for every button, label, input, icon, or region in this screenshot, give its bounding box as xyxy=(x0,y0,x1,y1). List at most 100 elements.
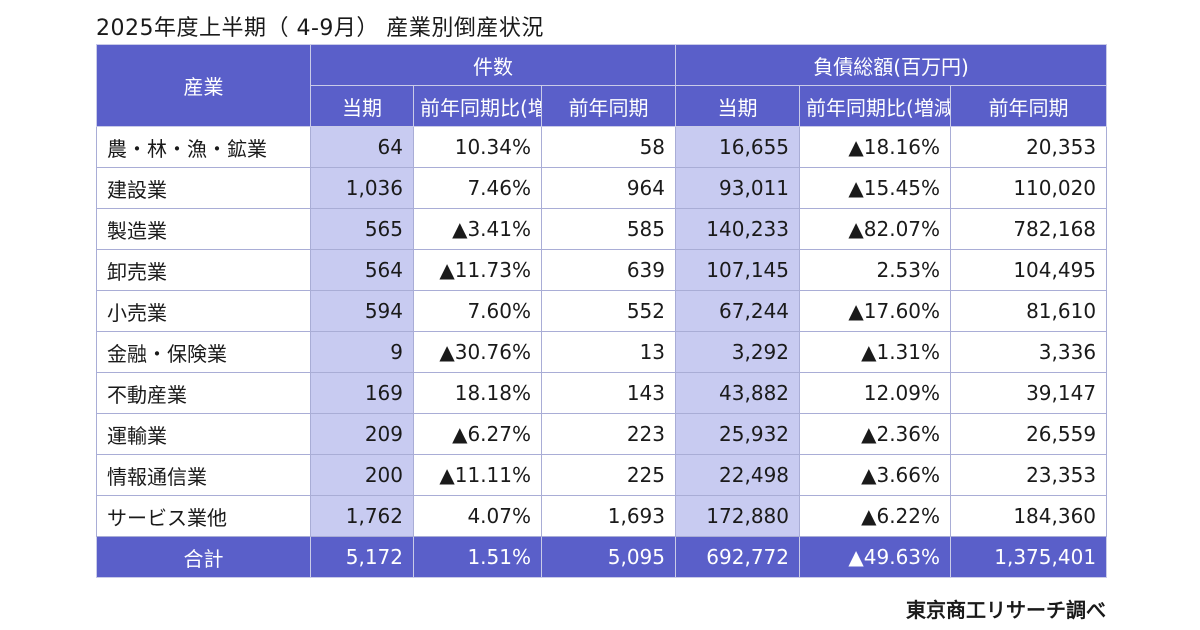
debt-prev: 782,168 xyxy=(950,208,1108,250)
count-yoy: 18.18% xyxy=(413,372,542,414)
count-yoy: 7.60% xyxy=(413,290,542,332)
table-row: 情報通信業 200 ▲11.11% 225 22,498 ▲3.66% 23,353 xyxy=(96,454,1108,496)
count-prev: 639 xyxy=(540,249,677,291)
debt-current: 172,880 xyxy=(675,495,801,537)
debt-prev: 39,147 xyxy=(950,372,1108,414)
count-yoy: 4.07% xyxy=(413,495,542,537)
industry-name: サービス業他 xyxy=(96,495,311,537)
count-current: 565 xyxy=(310,208,414,250)
table-footer: 合計 5,172 1.51% 5,095 692,772 ▲49.63% 1,3… xyxy=(96,536,1108,578)
count-prev: 1,693 xyxy=(540,495,677,537)
industry-name: 不動産業 xyxy=(96,372,311,414)
table-title: 2025年度上半期（ 4-9月） 産業別倒産状況 xyxy=(96,16,544,41)
debt-prev: 81,610 xyxy=(950,290,1108,332)
debt-yoy: ▲17.60% xyxy=(799,290,952,332)
industry-name: 卸売業 xyxy=(96,249,311,291)
header-debt-prev: 前年同期 xyxy=(950,85,1108,127)
debt-current: 3,292 xyxy=(675,331,801,373)
count-current: 594 xyxy=(310,290,414,332)
total-count-yoy: 1.51% xyxy=(413,536,542,578)
header-count-current: 当期 xyxy=(310,85,414,127)
debt-current: 43,882 xyxy=(675,372,801,414)
total-label: 合計 xyxy=(96,536,311,578)
table-row: 製造業 565 ▲3.41% 585 140,233 ▲82.07% 782,168 xyxy=(96,208,1108,250)
debt-yoy: 2.53% xyxy=(799,249,952,291)
count-current: 64 xyxy=(310,126,414,168)
table-body: 農・林・漁・鉱業 64 10.34% 58 16,655 ▲18.16% 20,353 建設業… xyxy=(96,126,1108,537)
source-credit: 東京商工リサーチ調べ xyxy=(906,598,1106,622)
count-prev: 13 xyxy=(540,331,677,373)
count-yoy: ▲11.73% xyxy=(413,249,542,291)
industry-name: 農・林・漁・鉱業 xyxy=(96,126,311,168)
header-count-prev: 前年同期 xyxy=(540,85,677,127)
count-yoy: 7.46% xyxy=(413,167,542,209)
table-row: 農・林・漁・鉱業 64 10.34% 58 16,655 ▲18.16% 20,353 xyxy=(96,126,1108,168)
total-debt: 692,772 xyxy=(675,536,801,578)
debt-current: 107,145 xyxy=(675,249,801,291)
debt-yoy: ▲18.16% xyxy=(799,126,952,168)
table-row: 不動産業 169 18.18% 143 43,882 12.09% 39,147 xyxy=(96,372,1108,414)
total-count: 5,172 xyxy=(310,536,414,578)
count-prev: 552 xyxy=(540,290,677,332)
debt-current: 93,011 xyxy=(675,167,801,209)
count-yoy: ▲3.41% xyxy=(413,208,542,250)
count-prev: 585 xyxy=(540,208,677,250)
table-row: 建設業 1,036 7.46% 964 93,011 ▲15.45% 110,020 xyxy=(96,167,1108,209)
debt-yoy: ▲2.36% xyxy=(799,413,952,455)
industry-name: 運輸業 xyxy=(96,413,311,455)
count-prev: 223 xyxy=(540,413,677,455)
table-row: 運輸業 209 ▲6.27% 223 25,932 ▲2.36% 26,559 xyxy=(96,413,1108,455)
industry-name: 建設業 xyxy=(96,167,311,209)
debt-current: 16,655 xyxy=(675,126,801,168)
count-prev: 964 xyxy=(540,167,677,209)
count-current: 1,036 xyxy=(310,167,414,209)
table-row: 小売業 594 7.60% 552 67,244 ▲17.60% 81,610 xyxy=(96,290,1108,332)
total-debt-prev: 1,375,401 xyxy=(950,536,1108,578)
count-yoy: ▲6.27% xyxy=(413,413,542,455)
industry-name: 情報通信業 xyxy=(96,454,311,496)
header-count-group: 件数 xyxy=(309,44,677,86)
header-debt-yoy: 前年同期比(増減率) xyxy=(799,85,952,127)
count-current: 200 xyxy=(310,454,414,496)
count-yoy: ▲30.76% xyxy=(413,331,542,373)
total-debt-yoy: ▲49.63% xyxy=(799,536,952,578)
debt-yoy: 12.09% xyxy=(799,372,952,414)
debt-current: 67,244 xyxy=(675,290,801,332)
industry-name: 金融・保険業 xyxy=(96,331,311,373)
debt-prev: 26,559 xyxy=(950,413,1108,455)
total-count-prev: 5,095 xyxy=(540,536,677,578)
debt-yoy: ▲1.31% xyxy=(799,331,952,373)
debt-yoy: ▲15.45% xyxy=(799,167,952,209)
table-row: サービス業他 1,762 4.07% 1,693 172,880 ▲6.22% 184,36… xyxy=(96,495,1108,537)
count-current: 209 xyxy=(310,413,414,455)
debt-prev: 20,353 xyxy=(950,126,1108,168)
count-current: 1,762 xyxy=(310,495,414,537)
header-debt-group: 負債総額(百万円) xyxy=(675,44,1108,86)
industry-name: 製造業 xyxy=(96,208,311,250)
count-current: 169 xyxy=(310,372,414,414)
count-prev: 143 xyxy=(540,372,677,414)
debt-yoy: ▲6.22% xyxy=(799,495,952,537)
count-yoy: ▲11.11% xyxy=(413,454,542,496)
debt-prev: 184,360 xyxy=(950,495,1108,537)
header-row-groups: 産業 件数 負債総額(百万円) xyxy=(96,44,1108,127)
table-row: 金融・保険業 9 ▲30.76% 13 3,292 ▲1.31% 3,336 xyxy=(96,331,1108,373)
bankruptcy-by-industry-table: 産業 件数 負債総額(百万円) 当期 前年同期比(増減率) 前年同期 当期 前年… xyxy=(96,44,1108,578)
debt-current: 25,932 xyxy=(675,413,801,455)
count-current: 9 xyxy=(310,331,414,373)
total-row: 合計 5,172 1.51% 5,095 692,772 ▲49.63% 1,3… xyxy=(96,536,1108,578)
table-header: 産業 件数 負債総額(百万円) 当期 前年同期比(増減率) 前年同期 当期 前年… xyxy=(96,44,1108,127)
debt-prev: 23,353 xyxy=(950,454,1108,496)
table-row: 卸売業 564 ▲11.73% 639 107,145 2.53% 104,495 xyxy=(96,249,1108,291)
industry-name: 小売業 xyxy=(96,290,311,332)
debt-prev: 3,336 xyxy=(950,331,1108,373)
header-count-yoy: 前年同期比(増減率) xyxy=(413,85,542,127)
debt-current: 140,233 xyxy=(675,208,801,250)
debt-current: 22,498 xyxy=(675,454,801,496)
count-prev: 58 xyxy=(540,126,677,168)
header-industry: 産業 xyxy=(96,44,311,127)
count-prev: 225 xyxy=(540,454,677,496)
debt-yoy: ▲3.66% xyxy=(799,454,952,496)
count-current: 564 xyxy=(310,249,414,291)
header-row-columns: 当期 前年同期比(増減率) 前年同期 当期 前年同期比(増減率) 前年同期 xyxy=(97,85,1108,127)
